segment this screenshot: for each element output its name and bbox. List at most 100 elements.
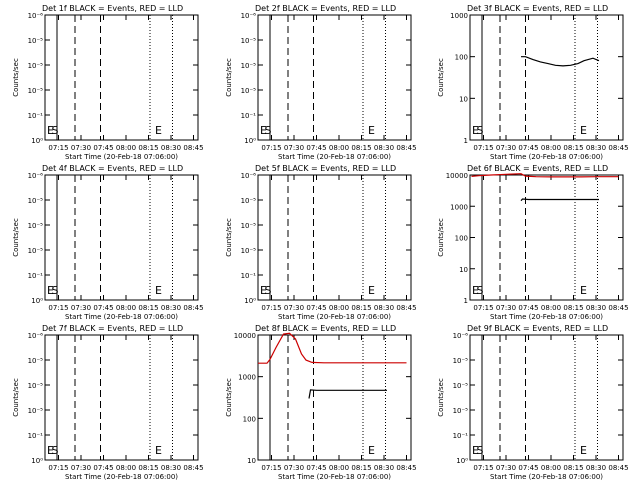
y-tick-label: 10⁻⁵: [28, 197, 44, 205]
x-tick-label: 08:15: [563, 464, 583, 472]
x-tick-label: 07:45: [518, 144, 538, 152]
marker-e: E: [47, 444, 54, 457]
plot-frame: [257, 174, 412, 301]
event-rate-line: [520, 198, 599, 202]
y-axis-label: Counts/sec: [437, 218, 445, 257]
plot-frame: [44, 14, 199, 141]
x-axis-label: Start Time (20-Feb-18 07:06:00): [490, 313, 603, 321]
marker-e: E: [155, 444, 162, 457]
event-rate-line: [521, 56, 600, 67]
y-tick-label: 10⁰: [456, 457, 468, 465]
marker-s: S: [265, 124, 272, 137]
x-tick-label: 07:30: [284, 304, 304, 312]
marker-s: S: [477, 284, 484, 297]
plot-frame: [469, 14, 624, 141]
y-tick-label: 100: [243, 415, 256, 423]
y-tick-label: 10⁰: [31, 137, 43, 145]
x-tick-label: 08:30: [586, 464, 606, 472]
y-tick-label: 100: [455, 235, 468, 243]
plot-frame: [257, 334, 412, 461]
y-tick-label: 10⁰: [31, 297, 43, 305]
panel-det-3: Det 3f BLACK = Events, RED = LLD 1 10 100 10…: [437, 4, 629, 161]
y-tick-label: 10⁻⁵: [28, 62, 44, 70]
x-tick-label: 07:30: [284, 464, 304, 472]
y-tick-label: 10⁻¹: [28, 432, 44, 440]
y-axis-label: Counts/sec: [12, 58, 20, 97]
x-tick-label: 08:30: [374, 464, 394, 472]
x-tick-label: 07:45: [93, 304, 113, 312]
y-axis-label: Counts/sec: [437, 378, 445, 417]
x-axis-label: Start Time (20-Feb-18 07:06:00): [278, 153, 391, 161]
y-tick-label: 10⁻⁵: [28, 357, 44, 365]
x-tick-label: 07:30: [496, 304, 516, 312]
plot-frame: [469, 334, 624, 461]
x-axis-label: Start Time (20-Feb-18 07:06:00): [490, 473, 603, 480]
y-tick-label: 10⁻⁵: [28, 87, 44, 95]
y-tick-label: 10⁻⁵: [241, 247, 257, 255]
y-tick-label: 10⁻⁵: [241, 87, 257, 95]
x-tick-label: 07:15: [48, 144, 68, 152]
panel-det-6: Det 6f BLACK = Events, RED = LLD 1 10 100 10…: [437, 164, 629, 321]
x-tick-label: 08:45: [608, 144, 628, 152]
x-tick-label: 08:00: [541, 464, 561, 472]
x-tick-label: 07:15: [473, 144, 493, 152]
y-tick-label: 10⁻⁵: [28, 407, 44, 415]
x-tick-label: 07:15: [261, 144, 281, 152]
x-tick-label: 07:45: [93, 144, 113, 152]
y-tick-label: 10⁻⁵: [28, 37, 44, 45]
x-axis-label: Start Time (20-Feb-18 07:06:00): [65, 313, 178, 321]
y-tick-label: 10⁰: [244, 137, 256, 145]
y-tick-label: 10⁰: [31, 457, 43, 465]
x-tick-label: 08:15: [138, 144, 158, 152]
y-tick-label: 10000: [234, 332, 256, 340]
x-tick-label: 07:15: [473, 464, 493, 472]
y-tick-label: 10⁻⁵: [241, 37, 257, 45]
x-tick-label: 07:30: [71, 304, 91, 312]
y-tick-label: 1: [464, 297, 468, 305]
plot-frame: [44, 174, 199, 301]
x-axis-label: Start Time (20-Feb-18 07:06:00): [65, 153, 178, 161]
panel-title: Det 8f BLACK = Events, RED = LLD: [255, 324, 396, 333]
x-tick-label: 07:30: [284, 144, 304, 152]
x-tick-label: 07:15: [473, 304, 493, 312]
x-tick-label: 07:30: [71, 464, 91, 472]
x-axis-label: Start Time (20-Feb-18 07:06:00): [278, 313, 391, 321]
marker-e: E: [580, 284, 587, 297]
x-tick-label: 08:00: [541, 304, 561, 312]
x-tick-label: 07:15: [261, 464, 281, 472]
x-tick-label: 08:15: [563, 144, 583, 152]
marker-e: E: [155, 284, 162, 297]
y-tick-label: 10⁻¹: [28, 272, 44, 280]
y-axis-label: Counts/sec: [225, 218, 233, 257]
y-tick-label: 10⁻⁵: [28, 382, 44, 390]
panel-title: Det 3f BLACK = Events, RED = LLD: [467, 4, 608, 13]
x-tick-label: 08:30: [161, 144, 181, 152]
y-tick-label: 10: [459, 95, 468, 103]
x-tick-label: 08:45: [396, 464, 416, 472]
x-tick-label: 08:30: [161, 304, 181, 312]
y-tick-label: 10⁻¹: [453, 432, 469, 440]
x-tick-label: 08:00: [329, 144, 349, 152]
y-axis-label: Counts/sec: [437, 58, 445, 97]
x-tick-label: 07:45: [306, 464, 326, 472]
marker-s: S: [265, 284, 272, 297]
plot-frame: [257, 14, 412, 141]
x-tick-label: 08:00: [116, 304, 136, 312]
marker-e: E: [368, 444, 375, 457]
lld-rate-line: [471, 173, 619, 178]
lld-rate-line: [258, 332, 407, 364]
marker-e: E: [472, 124, 479, 137]
x-tick-label: 08:15: [138, 464, 158, 472]
panel-title: Det 7f BLACK = Events, RED = LLD: [42, 324, 183, 333]
y-tick-label: 100: [455, 54, 468, 62]
y-tick-label: 1000: [450, 203, 468, 211]
x-tick-label: 08:30: [374, 304, 394, 312]
y-tick-label: 10⁻⁶: [28, 172, 44, 180]
y-tick-label: 10⁰: [244, 297, 256, 305]
x-tick-label: 07:30: [71, 144, 91, 152]
y-tick-label: 1000: [238, 374, 256, 382]
x-tick-label: 08:00: [329, 304, 349, 312]
marker-e: E: [47, 284, 54, 297]
